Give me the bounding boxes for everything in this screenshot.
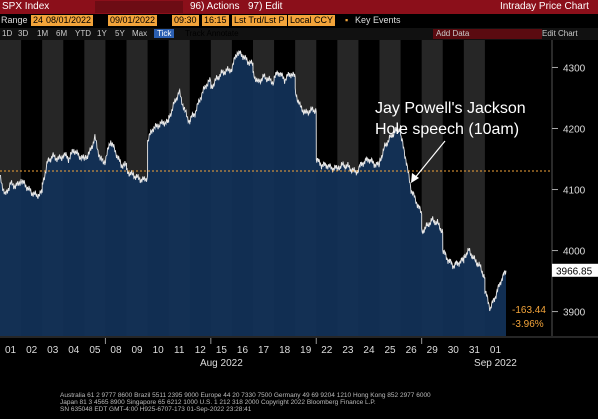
x-tick-label: 02 [26,345,38,356]
edit-menu[interactable]: 97) Edit [248,1,283,12]
y-tick-label: 4200 [563,124,586,135]
x-tick-label: 12 [195,345,207,356]
tick-button[interactable]: Tick [154,29,175,38]
powell-annotation: Jay Powell's Jackson Hole speech (10am) [375,100,526,183]
footer-disclaimer: Australia 61 2 9777 8600 Brazil 5511 239… [60,392,580,413]
x-tick-label: 24 [363,345,375,356]
annotation-line-1: Jay Powell's Jackson [375,100,526,117]
edit-chart-button[interactable]: Edit Chart [542,29,578,38]
x-tick-label: 01 [5,345,17,356]
footer-line-2: Japan 81 3 4565 8900 Singapore 65 6212 1… [60,399,376,406]
x-tick-label: 16 [237,345,249,356]
actions-menu[interactable]: 96) Actions [190,1,240,12]
x-tick-label: 30 [448,345,460,356]
track-annotate[interactable]: Track Annotate [185,29,239,38]
period-3d[interactable]: 3D [18,29,29,38]
x-tick-label: 04 [68,345,80,356]
chart-title: Intraday Price Chart [500,1,589,12]
period-5y[interactable]: 5Y [115,29,125,38]
change-pct-value: -3.96% [512,319,544,330]
x-tick-label: 22 [321,345,333,356]
x-tick-label: 18 [279,345,291,356]
x-tick-label: 03 [47,345,59,356]
footer-line-1: Australia 61 2 9777 8600 Brazil 5511 239… [60,392,431,399]
price-chart[interactable]: 3900 4000 4100 4200 4300 01 02 03 04 05 08 09 10 11 1… [0,40,598,392]
footer-line-3: SN 635048 EDT GMT-4:00 H925-6707-173 01-… [60,406,252,413]
x-tick-label: 25 [384,345,396,356]
period-bar: 1D 3D 1M 6M YTD 1Y 5Y Max Tick Track Ann… [0,28,598,40]
period-6m[interactable]: 6M [56,29,68,38]
y-tick-label: 4000 [563,247,586,258]
hidden-field[interactable] [95,1,183,13]
period-1d[interactable]: 1D [2,29,13,38]
last-price-box [552,263,598,277]
x-tick-label: 17 [258,345,270,356]
x-tick-label: 31 [469,345,481,356]
period-1y[interactable]: 1Y [97,29,107,38]
x-tick-label: 29 [427,345,439,356]
price-line [0,50,507,312]
y-tick-label: 4100 [563,186,586,197]
change-value: -163.44 [512,305,546,316]
x-month-label: Aug 2022 [200,358,243,369]
annotation-arrow-head-icon [411,173,419,183]
x-tick-label: 26 [406,345,418,356]
price-area [0,50,507,336]
period-max[interactable]: Max [132,29,148,38]
time-to-field[interactable]: 16:15 [202,15,229,26]
chart-controls: Range 24 08/01/2022 09/01/2022 09:30 16:… [0,14,598,28]
x-tick-label: 19 [300,345,312,356]
time-from-field[interactable]: 09:30 [172,15,199,26]
x-tick-label: 23 [342,345,354,356]
key-events-label[interactable]: Key Events [355,15,401,25]
title-bar: SPX Index 96) Actions 97) Edit Intraday … [0,0,598,14]
add-data-button[interactable]: Add Data [433,29,542,39]
range-label: Range [1,15,28,25]
x-tick-label: 15 [216,345,228,356]
annotation-arrow-line [413,140,446,180]
x-tick-label: 01 [490,345,502,356]
x-month-label: Sep 2022 [474,358,517,369]
y-axis-ticks: 3900 4000 4100 4200 4300 [551,40,586,336]
price-type-select[interactable]: Lst Trd/Lst P [232,15,287,26]
date-to-field[interactable]: 09/01/2022 [108,15,158,26]
last-value-labels: -163.44 -3.96% 3966.85 [512,263,598,330]
date-from-field[interactable]: 08/01/2022 [44,15,94,26]
y-tick-label: 4300 [563,63,586,74]
price-area-fill [0,50,506,336]
x-tick-label: 09 [131,345,143,356]
currency-select[interactable]: Local CCY [288,15,336,26]
range-count-field[interactable]: 24 [31,15,46,26]
ticker-field[interactable]: SPX Index [2,1,50,12]
annotation-line-2: Hole speech (10am) [375,121,519,138]
key-events-checkbox-icon[interactable]: ▪ [345,15,349,25]
x-tick-label: 10 [153,345,165,356]
period-1m[interactable]: 1M [37,29,49,38]
y-tick-label: 3900 [563,308,586,319]
last-price-value: 3966.85 [556,266,593,277]
period-ytd[interactable]: YTD [75,29,91,38]
x-tick-label: 05 [89,345,101,356]
x-tick-label: 11 [174,345,185,356]
x-axis-ticks: 01 02 03 04 05 08 09 10 11 12 15 16 17 18 19 22 23 24 25 26… [0,336,598,369]
x-tick-label: 08 [110,345,122,356]
